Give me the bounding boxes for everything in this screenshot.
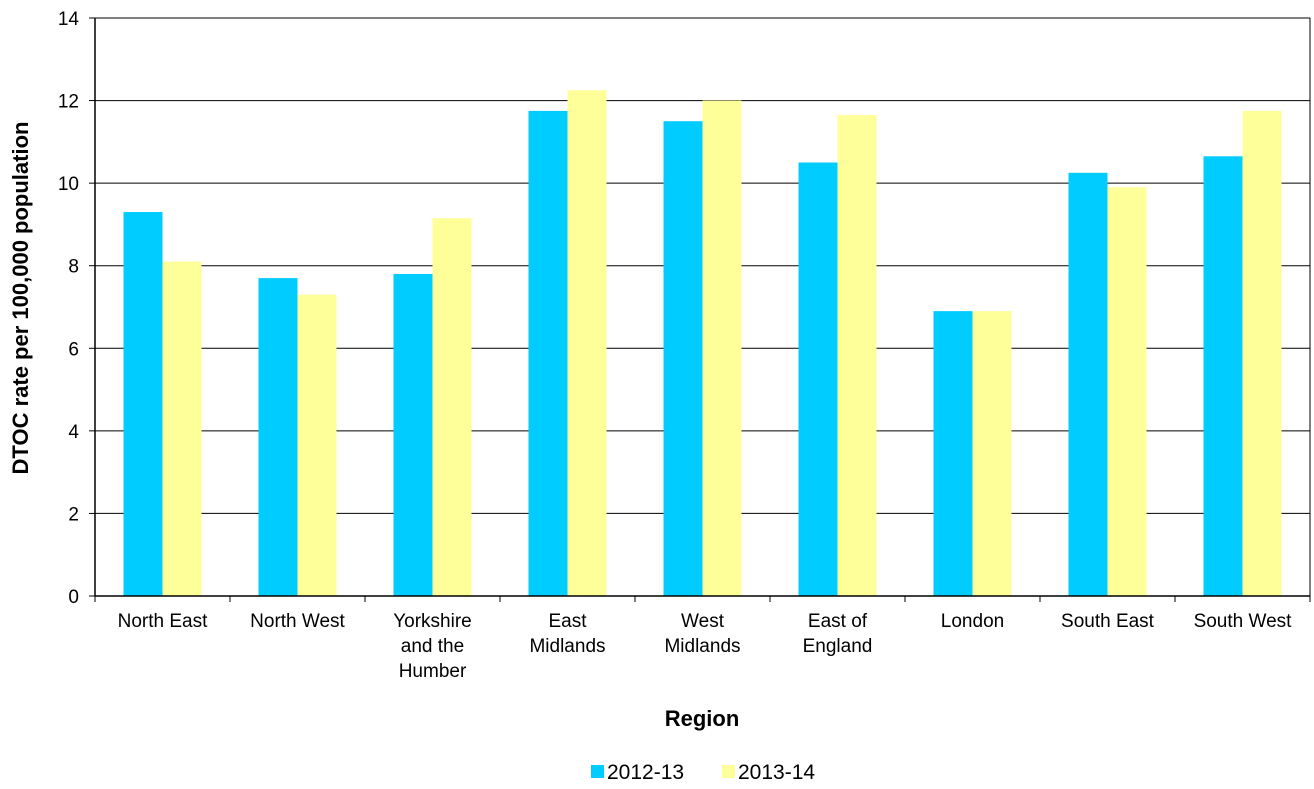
axes [89,17,1311,602]
bar-2012-13 [123,212,163,597]
bar-2013-14 [702,100,742,597]
legend: 2012-13 2013-14 [591,761,815,784]
bars [123,90,1282,597]
y-tick-label: 4 [68,422,79,443]
bar-2012-13 [933,311,973,596]
bar-2012-13 [528,110,568,597]
x-tick-label: London [941,611,1004,632]
x-tick-label: East of England [803,611,873,657]
bar-2012-13 [258,278,298,596]
x-tick-label: East Midlands [529,611,605,657]
x-tick-label: North East [118,611,208,632]
bar-2013-14 [432,218,472,596]
x-tick-label: South East [1061,611,1155,632]
bar-2012-13 [663,121,703,596]
bar-2012-13 [798,162,838,596]
x-tick-labels: North East North West Yorkshire and the Humb… [118,611,1293,682]
bar-2012-13 [1203,156,1243,597]
x-tick-label: Yorkshire and the Humber [393,611,472,682]
bar-2013-14 [972,311,1012,596]
x-tick-label: North West [250,611,345,632]
x-axis-title: Region [665,706,740,731]
y-axis-title: DTOC rate per 100,000 population [8,122,33,475]
legend-label: 2012-13 [607,761,684,784]
y-tick-label: 6 [68,339,79,360]
y-tick-label: 2 [68,504,79,525]
y-tick-label: 0 [68,587,79,608]
bar-2013-14 [1107,187,1147,596]
y-tick-label: 8 [68,257,79,278]
bar-2013-14 [162,261,202,596]
bar-2013-14 [1242,110,1282,597]
y-tick-label: 10 [58,174,79,195]
legend-label: 2013-14 [738,761,815,784]
bar-2013-14 [567,90,607,596]
bar-2012-13 [1068,172,1108,597]
x-tick-label: West Midlands [664,611,740,657]
legend-swatch [722,765,735,778]
bar-2012-13 [393,273,433,596]
bar-2013-14 [297,294,337,596]
y-tick-label: 12 [58,92,79,113]
bar-2013-14 [837,115,877,597]
legend-swatch [591,765,604,778]
x-tick-label: South West [1194,611,1293,632]
y-tick-labels: 0 2 4 6 8 10 12 14 [58,9,80,608]
y-tick-label: 14 [58,9,80,30]
